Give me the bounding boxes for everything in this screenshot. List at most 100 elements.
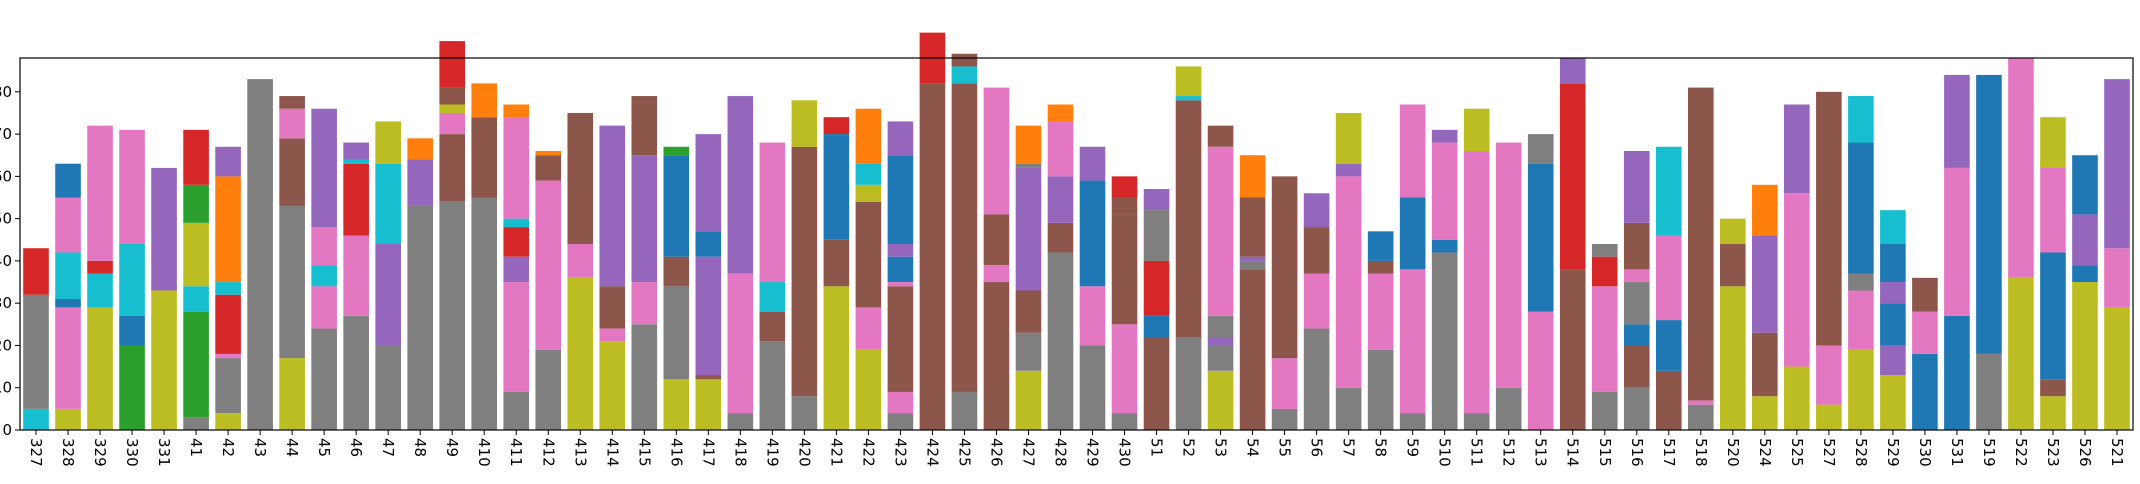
bar-segment-329-3 xyxy=(87,125,113,261)
x-tick-label: 410 xyxy=(475,438,493,467)
bar-segment-430-3 xyxy=(1111,197,1138,215)
bar-segment-48-0 xyxy=(407,205,433,430)
bar-segment-43-0 xyxy=(247,79,273,430)
bar-segment-419-2 xyxy=(759,282,786,312)
bar-segment-420-2 xyxy=(791,100,818,147)
x-tick-label: 518 xyxy=(1692,438,1710,467)
bar-segment-517-1 xyxy=(1655,320,1682,371)
bar-segment-329-0 xyxy=(87,307,113,430)
x-tick-label: 43 xyxy=(251,438,269,457)
bar-segment-517-2 xyxy=(1655,235,1682,321)
bar-segment-520-0 xyxy=(1720,286,1746,430)
bar-segment-59-0 xyxy=(1399,413,1426,430)
bar-segment-55-1 xyxy=(1271,358,1298,409)
bar-segment-54-4 xyxy=(1239,155,1266,198)
x-tick-label: 521 xyxy=(2108,438,2126,467)
bar-segment-519-1 xyxy=(1976,74,2002,354)
x-tick-label: 420 xyxy=(795,438,813,467)
bar-segment-530-0 xyxy=(1912,353,1938,430)
bar-segment-49-4 xyxy=(439,87,466,105)
x-tick-label: 522 xyxy=(2012,438,2030,467)
bar-segment-510-3 xyxy=(1431,129,1458,143)
bar-segment-415-2 xyxy=(631,155,658,283)
x-tick-label: 516 xyxy=(1628,438,1646,467)
bar-segment-416-2 xyxy=(663,256,690,287)
x-tick-label: 412 xyxy=(539,438,557,467)
bar-segment-44-3 xyxy=(279,108,305,139)
bar-segment-425-3 xyxy=(951,53,978,67)
bar-segment-412-1 xyxy=(535,180,562,350)
bar-segment-331-0 xyxy=(151,290,177,430)
bar-segment-429-2 xyxy=(1079,180,1106,287)
y-tick-label: 80 xyxy=(0,83,12,101)
bar-segment-411-2 xyxy=(503,256,530,283)
bar-segment-430-4 xyxy=(1111,176,1138,198)
bar-segment-41-1 xyxy=(183,311,209,418)
bar-segment-520-2 xyxy=(1720,218,1746,244)
bar-segment-416-0 xyxy=(663,379,690,430)
bar-segment-520-1 xyxy=(1720,244,1746,287)
bar-segment-331-1 xyxy=(151,167,177,291)
bar-segment-46-2 xyxy=(343,163,369,236)
bar-segment-413-1 xyxy=(567,244,594,278)
bar-segment-523-3 xyxy=(2040,167,2066,253)
bar-segment-57-1 xyxy=(1335,176,1362,388)
bar-segment-527-2 xyxy=(1816,91,1842,346)
bar-segment-527-0 xyxy=(1816,404,1842,430)
bar-segment-58-0 xyxy=(1367,349,1394,430)
x-tick-label: 55 xyxy=(1276,438,1294,457)
bar-segment-529-2 xyxy=(1880,303,1906,346)
bar-segment-524-1 xyxy=(1752,332,1778,397)
bar-segment-422-4 xyxy=(855,163,882,185)
bar-segment-49-1 xyxy=(439,134,466,202)
bar-segment-53-2 xyxy=(1207,337,1234,346)
x-tick-label: 411 xyxy=(507,438,525,467)
bar-segment-41-5 xyxy=(183,129,209,185)
bar-segment-428-0 xyxy=(1047,252,1074,430)
bar-segment-56-0 xyxy=(1303,328,1330,430)
bar-segment-410-2 xyxy=(471,83,498,118)
bar-segment-420-0 xyxy=(791,396,818,430)
y-tick-label: 10 xyxy=(0,379,12,397)
bar-segment-516-1 xyxy=(1623,345,1650,388)
bar-segment-419-0 xyxy=(759,341,786,430)
bar-segment-516-5 xyxy=(1623,222,1650,270)
bar-segment-412-3 xyxy=(535,151,562,156)
bar-segment-426-0 xyxy=(983,282,1010,430)
x-tick-label: 529 xyxy=(1884,438,1902,467)
bar-segment-42-6 xyxy=(215,146,241,177)
bar-segment-422-3 xyxy=(855,184,882,202)
bar-segment-531-1 xyxy=(1944,167,1970,316)
bar-segment-513-1 xyxy=(1527,163,1554,312)
bar-segment-423-7 xyxy=(887,121,914,156)
bar-segment-516-0 xyxy=(1623,387,1650,430)
x-tick-label: 328 xyxy=(59,438,77,467)
x-tick-label: 45 xyxy=(315,438,333,457)
bar-segment-421-1 xyxy=(823,239,850,287)
bar-segment-514-1 xyxy=(1559,83,1586,270)
bar-segment-56-2 xyxy=(1303,227,1330,274)
bar-segment-44-0 xyxy=(279,358,305,430)
bar-segment-516-6 xyxy=(1623,151,1650,223)
bar-segment-428-2 xyxy=(1047,176,1074,223)
bar-segment-422-1 xyxy=(855,307,882,350)
y-tick-label: 20 xyxy=(0,336,12,354)
bar-segment-44-4 xyxy=(279,96,305,109)
bar-segment-57-3 xyxy=(1335,112,1362,164)
x-tick-label: 416 xyxy=(667,438,685,467)
bar-segment-428-1 xyxy=(1047,222,1074,253)
bar-segment-45-1 xyxy=(311,286,337,329)
x-tick-label: 513 xyxy=(1532,438,1550,467)
bar-segment-524-2 xyxy=(1752,235,1778,333)
x-tick-label: 519 xyxy=(1980,438,1998,467)
bar-segment-45-4 xyxy=(311,108,337,228)
bar-segment-510-1 xyxy=(1431,239,1458,253)
bar-segment-528-3 xyxy=(1848,142,1874,274)
bar-segment-57-2 xyxy=(1335,163,1362,177)
bar-segment-421-3 xyxy=(823,117,850,135)
bar-segment-45-0 xyxy=(311,328,337,430)
bar-segment-425-0 xyxy=(951,391,978,430)
bar-segment-529-1 xyxy=(1880,345,1906,376)
bar-segment-42-1 xyxy=(215,358,241,414)
bar-segment-423-2 xyxy=(887,286,914,392)
